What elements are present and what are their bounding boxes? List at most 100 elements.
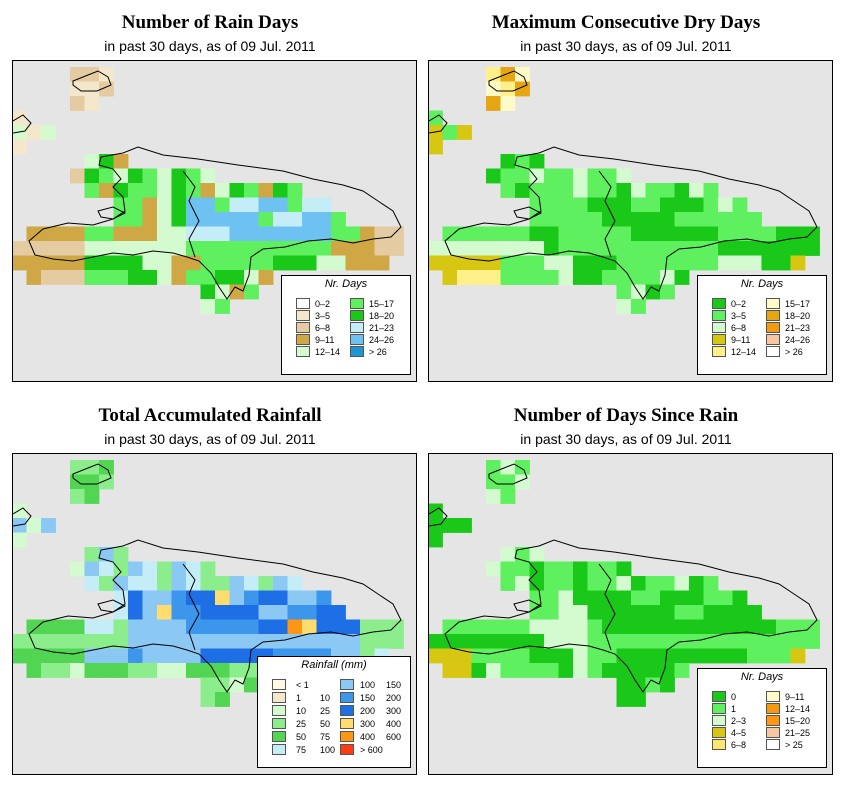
grid-cell: [200, 561, 216, 577]
legend-label: 0: [731, 692, 737, 702]
grid-cell: [244, 590, 259, 606]
grid-cell: [776, 634, 791, 649]
grid-cell: [631, 299, 646, 314]
grid-cell: [544, 270, 559, 285]
grid-cell: [587, 605, 603, 620]
grid-cell: [471, 663, 487, 678]
grid-cell: [287, 226, 303, 242]
grid-cell: [573, 663, 588, 678]
panel-title: Total Accumulated Rainfall: [98, 405, 322, 426]
grid-cell: [244, 241, 259, 256]
grid-cell: [13, 634, 27, 649]
grid-cell: [157, 168, 172, 184]
grid-cell: [573, 576, 588, 591]
legend-swatch: [296, 298, 310, 309]
grid-cell: [215, 692, 230, 707]
grid-cell: [616, 168, 632, 184]
grid-cell: [186, 212, 201, 227]
panel-dry-days: Maximum Consecutive Dry Days in past 30 …: [416, 0, 836, 390]
grid-cell: [229, 634, 245, 649]
grid-cell: [142, 648, 158, 664]
grid-cell: [587, 226, 603, 242]
grid-cell: [631, 255, 646, 271]
legend-swatch: [350, 346, 364, 357]
grid-cell: [273, 241, 288, 256]
grid-cell: [486, 270, 501, 285]
grid-cell: [70, 663, 85, 678]
legend-swatch: [340, 705, 354, 716]
grid-cell: [186, 197, 201, 213]
grid-cell: [360, 226, 375, 242]
grid-cell: [41, 663, 56, 678]
grid-cell: [587, 663, 603, 678]
grid-cell: [500, 576, 516, 591]
legend-swatch: [712, 322, 726, 333]
grid-cell: [689, 619, 704, 635]
grid-cell: [41, 518, 56, 533]
grid-cell: [486, 648, 501, 664]
coastline: [13, 507, 32, 527]
legend-swatch: [766, 298, 780, 309]
grid-cell: [573, 183, 588, 198]
grid-cell: [316, 605, 332, 620]
grid-cell: [84, 255, 100, 271]
legend-label: 200 300: [360, 706, 402, 716]
grid-cell: [500, 663, 516, 678]
grid-cell: [157, 634, 172, 649]
grid-cell: [602, 590, 617, 606]
grid-cell: [457, 125, 472, 140]
grid-cell: [645, 226, 661, 242]
grid-cell: [573, 590, 588, 606]
grid-cell: [345, 619, 361, 635]
grid-cell: [99, 460, 114, 475]
legend-label: 2–3: [731, 716, 747, 726]
grid-cell: [674, 212, 690, 227]
grid-cell: [84, 561, 100, 577]
grid-cell: [200, 590, 216, 606]
grid-cell: [457, 634, 472, 649]
grid-cell: [26, 619, 42, 635]
grid-cell: [229, 270, 245, 285]
grid-cell: [558, 183, 574, 198]
legend-label: 6–8: [731, 323, 747, 333]
grid-cell: [616, 284, 632, 300]
grid-cell: [776, 241, 791, 256]
panel-title: Maximum Consecutive Dry Days: [491, 12, 761, 33]
legend-label: 18–20: [369, 311, 395, 321]
legend-label: > 600: [360, 745, 383, 755]
grid-cell: [26, 255, 42, 271]
grid-cell: [645, 576, 661, 591]
legend-swatch: [712, 715, 726, 726]
grid-cell: [13, 139, 27, 155]
grid-cell: [616, 692, 632, 707]
grid-cell: [128, 561, 143, 577]
grid-cell: [157, 226, 172, 242]
grid-cell: [703, 576, 719, 591]
grid-cell: [558, 168, 574, 184]
grid-cell: [316, 619, 332, 635]
grid-cell: [660, 255, 675, 271]
legend-swatch: [272, 744, 286, 755]
grid-cell: [660, 183, 675, 198]
grid-cell: [442, 270, 458, 285]
grid-cell: [215, 576, 230, 591]
grid-cell: [41, 226, 56, 242]
grid-cell: [558, 255, 574, 271]
grid-cell: [128, 241, 143, 256]
grid-cell: [529, 183, 545, 198]
coastline: [444, 146, 818, 300]
grid-cell: [790, 619, 806, 635]
grid-cell: [128, 168, 143, 184]
grid-cell: [41, 619, 56, 635]
grid-cell: [142, 226, 158, 242]
grid-cell: [316, 197, 332, 213]
grid-cell: [273, 590, 288, 606]
grid-cell: [360, 619, 375, 635]
grid-cell: [70, 619, 85, 635]
grid-cell: [229, 255, 245, 271]
grid-cell: [674, 648, 690, 664]
grid-cell: [529, 663, 545, 678]
grid-cell: [287, 197, 303, 213]
grid-cell: [215, 183, 230, 198]
grid-cell: [602, 241, 617, 256]
